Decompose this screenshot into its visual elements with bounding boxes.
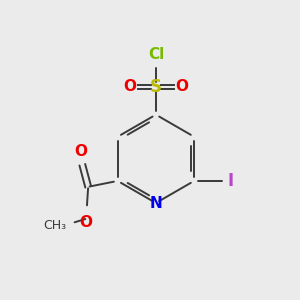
Text: O: O	[74, 144, 87, 159]
Text: Cl: Cl	[148, 47, 164, 62]
Text: N: N	[149, 196, 162, 211]
Text: I: I	[227, 172, 233, 190]
Text: CH₃: CH₃	[43, 220, 66, 232]
Text: O: O	[79, 215, 92, 230]
Text: S: S	[150, 78, 162, 96]
Text: O: O	[123, 79, 136, 94]
Text: O: O	[176, 79, 189, 94]
